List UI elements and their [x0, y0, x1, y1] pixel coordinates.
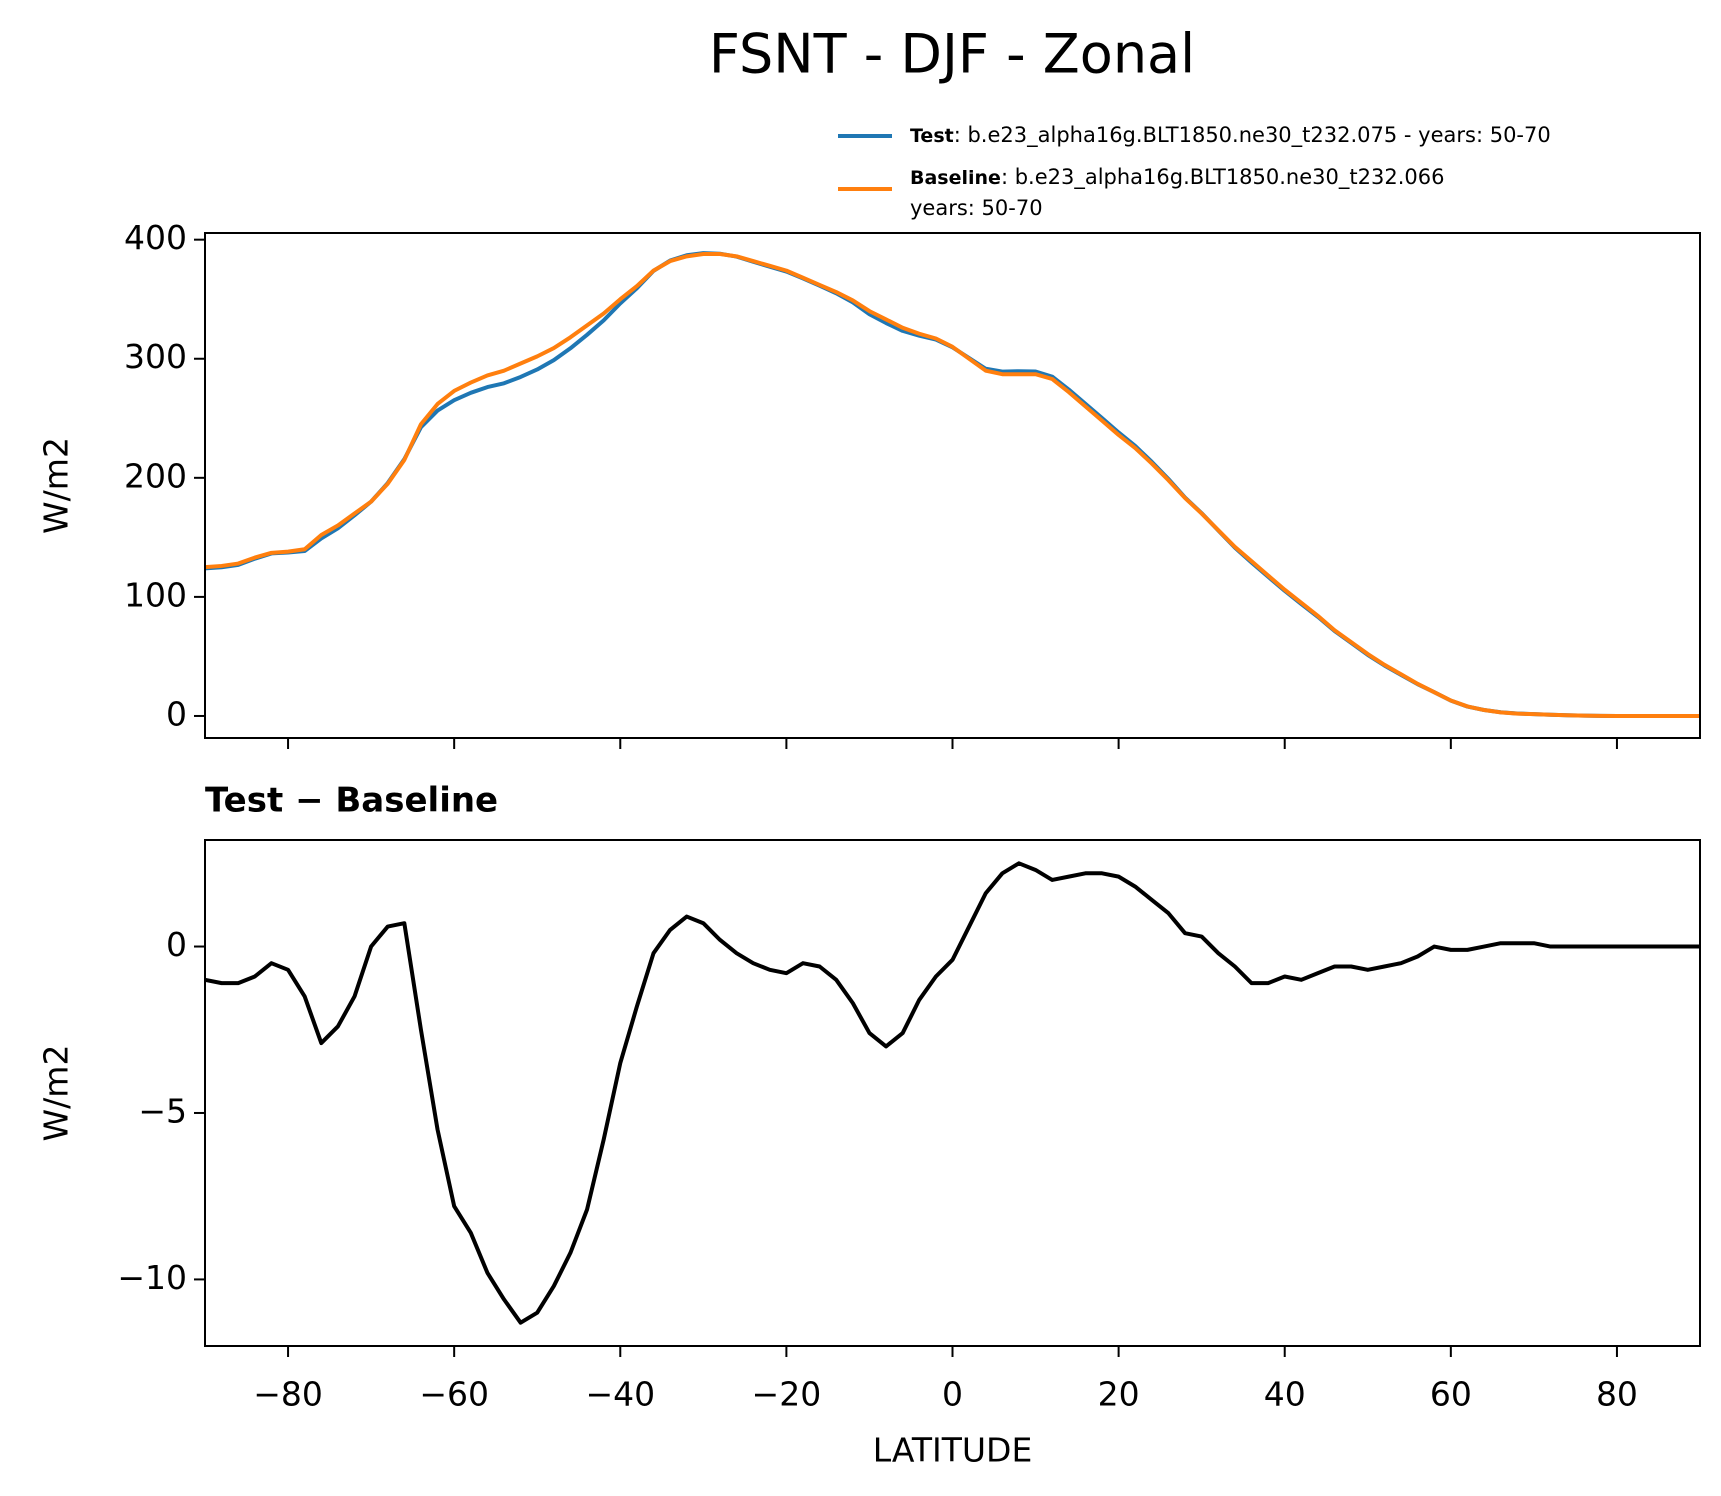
x-tick-label: 60 [1430, 1375, 1472, 1414]
x-tick-label: −60 [419, 1375, 489, 1414]
x-axis-label: LATITUDE [873, 1431, 1033, 1470]
y-tick-label: −10 [117, 1258, 187, 1297]
legend-label: : b.e23_alpha16g.BLT1850.ne30_t232.075 -… [954, 123, 1551, 148]
axes-frame [204, 839, 1701, 1347]
legend-entry: Test: b.e23_alpha16g.BLT1850.ne30_t232.0… [910, 123, 1551, 148]
y-axis-label: W/m2 [37, 1045, 76, 1142]
legend-name: Test [910, 125, 954, 147]
legend-label: : b.e23_alpha16g.BLT1850.ne30_t232.066 [1001, 165, 1445, 190]
axes-frame [204, 232, 1701, 739]
x-tick-label: 0 [942, 1375, 963, 1414]
figure-title: FSNT - DJF - Zonal [709, 23, 1195, 86]
legend-name: Baseline [910, 167, 1001, 189]
data-line [205, 251, 1700, 718]
y-axis-label: W/m2 [37, 437, 76, 534]
y-tick-label: 0 [166, 694, 187, 733]
legend-label: years: 50-70 [910, 196, 1043, 220]
x-tick-label: −20 [752, 1375, 822, 1414]
y-tick-label: 100 [124, 575, 187, 614]
y-tick-label: 400 [124, 218, 187, 257]
x-tick-label: −40 [585, 1375, 655, 1414]
x-tick-label: 20 [1098, 1375, 1140, 1414]
y-tick-label: −5 [138, 1091, 187, 1130]
legend-entry: Baseline: b.e23_alpha16g.BLT1850.ne30_t2… [910, 165, 1444, 190]
y-tick-label: 200 [124, 456, 187, 495]
x-tick-label: 40 [1264, 1375, 1306, 1414]
x-tick-label: 80 [1596, 1375, 1638, 1414]
y-tick-label: 300 [124, 337, 187, 376]
x-tick-label: −80 [253, 1375, 323, 1414]
data-line [205, 861, 1700, 1325]
panel-title: Test − Baseline [205, 781, 498, 821]
y-tick-label: 0 [166, 925, 187, 964]
